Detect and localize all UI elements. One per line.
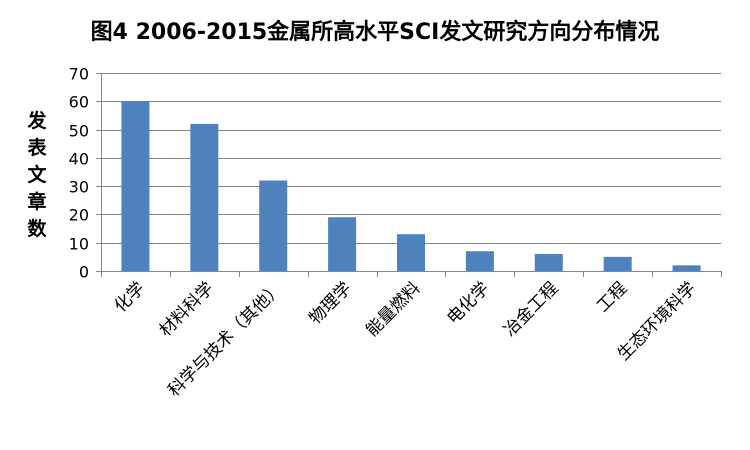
bar bbox=[190, 123, 219, 272]
y-tick-label: 0 bbox=[79, 263, 89, 282]
x-category-label: 能量燃料 bbox=[362, 278, 424, 340]
x-category-label: 电化学 bbox=[443, 278, 493, 328]
bar bbox=[672, 265, 701, 271]
bar bbox=[534, 254, 563, 271]
bar bbox=[259, 180, 288, 271]
y-axis-label: 发表文章数 bbox=[27, 110, 47, 240]
x-category-label: 材料科学 bbox=[156, 278, 218, 340]
y-tick-label: 30 bbox=[69, 178, 89, 197]
y-tick-label: 60 bbox=[69, 93, 89, 112]
y-tick-label: 20 bbox=[69, 206, 89, 225]
x-category-label: 冶金工程 bbox=[500, 278, 562, 340]
x-category-label: 工程 bbox=[593, 278, 631, 316]
x-category-label: 物理学 bbox=[305, 278, 355, 328]
y-tick-label: 10 bbox=[69, 235, 89, 254]
y-tick-label: 50 bbox=[69, 122, 89, 141]
x-category-label: 化学 bbox=[111, 278, 149, 316]
bar bbox=[465, 251, 494, 271]
x-category-label: 科学与技术（其他） bbox=[164, 278, 286, 400]
bars bbox=[121, 101, 701, 272]
y-tick-label: 40 bbox=[69, 150, 89, 169]
bar bbox=[328, 217, 357, 271]
axes bbox=[96, 73, 722, 277]
bar bbox=[397, 234, 425, 271]
bar bbox=[121, 101, 150, 272]
y-tick-label: 70 bbox=[69, 65, 89, 84]
y-tick-labels: 0 10 20 30 40 50 60 70 bbox=[69, 65, 89, 282]
chart-title: 图4 2006-2015金属所高水平SCI发文研究方向分布情况 bbox=[90, 20, 660, 45]
bar bbox=[603, 256, 632, 271]
